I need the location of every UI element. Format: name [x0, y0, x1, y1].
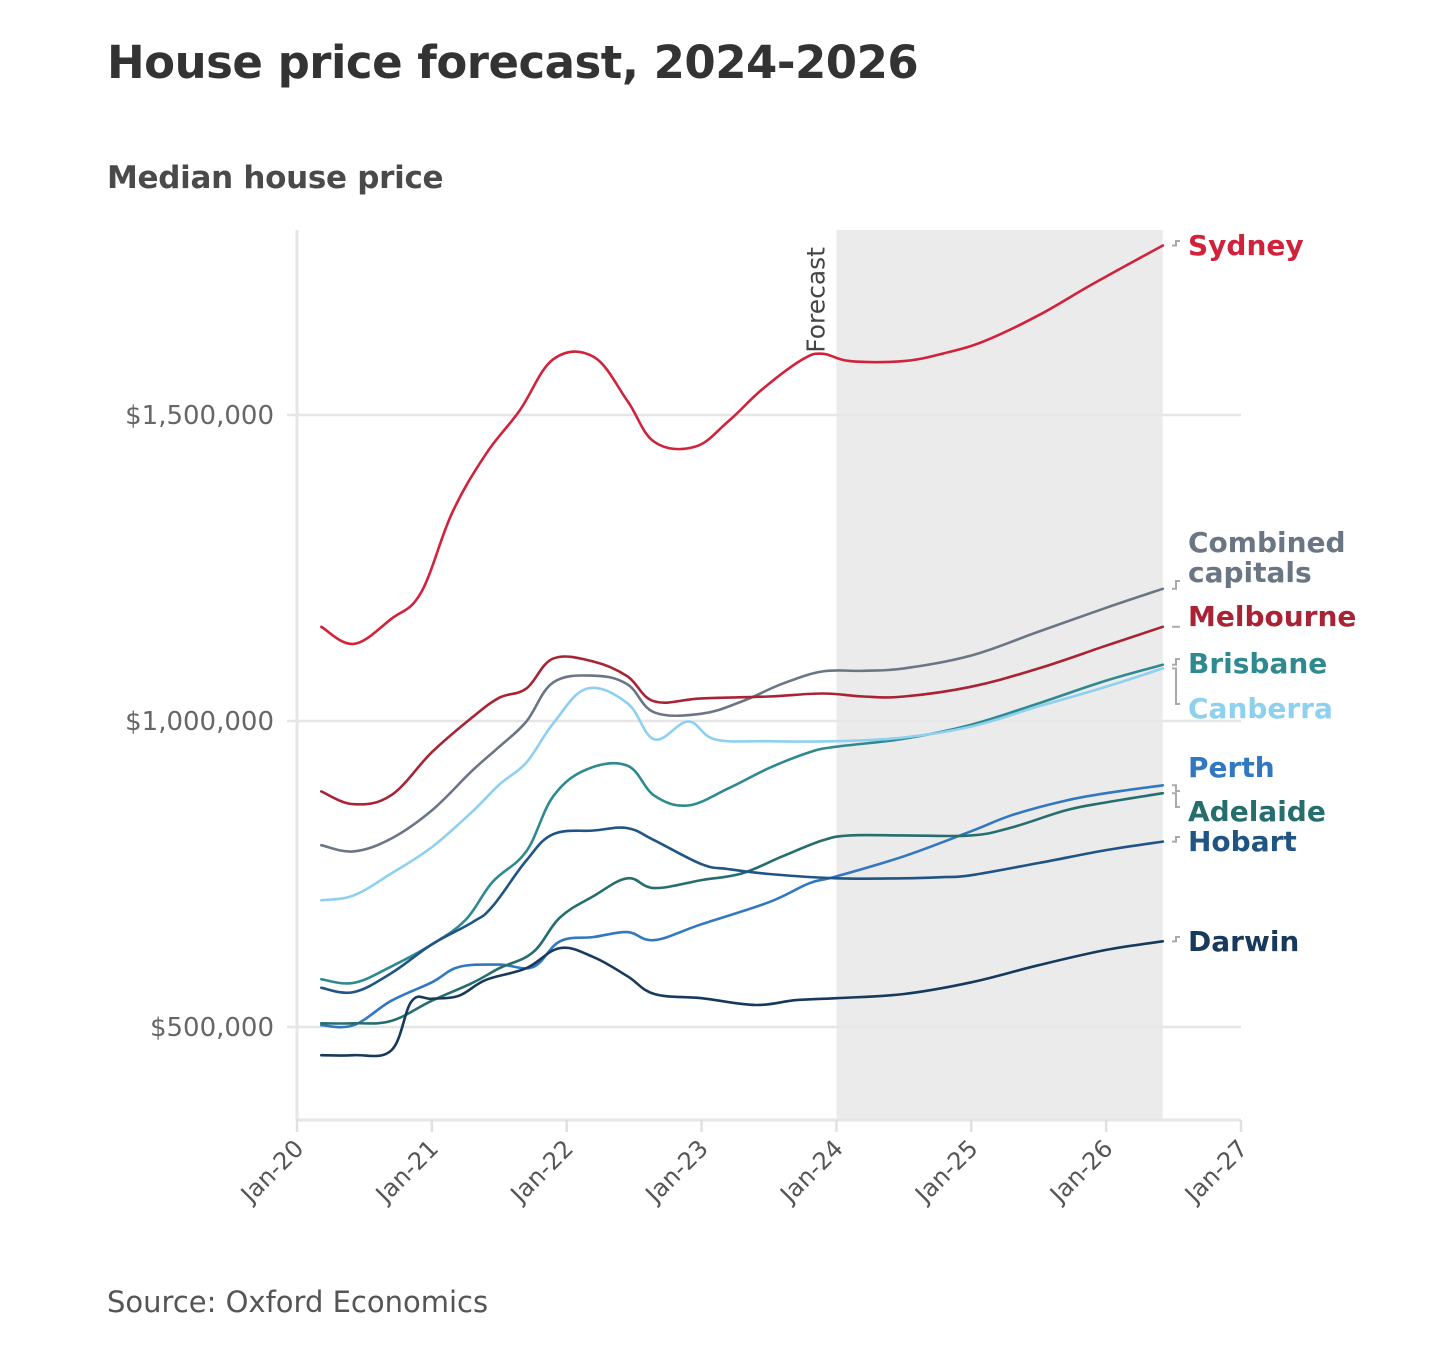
- forecast-shaded-region: [836, 230, 1163, 1120]
- series-label-combined-capitals: capitals: [1188, 556, 1312, 589]
- series-label-perth: Perth: [1188, 751, 1275, 784]
- series-line-perth: [320, 784, 1165, 1029]
- x-tick-label: Jan-22: [504, 1134, 579, 1209]
- label-connector: [1172, 784, 1180, 792]
- grid-layer: [287, 413, 1241, 1029]
- x-tick-label: Jan-20: [234, 1134, 309, 1209]
- x-tick-label: Jan-25: [908, 1134, 983, 1209]
- chart-title: House price forecast, 2024-2026: [107, 36, 919, 89]
- series-label-sydney: Sydney: [1188, 229, 1304, 262]
- x-tick-label: Jan-27: [1178, 1134, 1253, 1209]
- y-tick-label: $1,000,000: [125, 707, 274, 737]
- label-connector: [1172, 836, 1180, 843]
- series-label-brisbane: Brisbane: [1188, 647, 1327, 680]
- source-note: Source: Oxford Economics: [107, 1285, 489, 1319]
- series-line-darwin: [320, 940, 1165, 1058]
- series-line-combined-capitals: [320, 587, 1165, 853]
- chart-subtitle: Median house price: [107, 160, 444, 196]
- x-tick-label: Jan-23: [639, 1134, 714, 1209]
- series-line-hobart: [320, 826, 1165, 995]
- label-connector: [1172, 580, 1180, 590]
- label-connector: [1172, 667, 1180, 705]
- forecast-region-layer: Forecast: [801, 230, 1163, 1120]
- x-tick-label: Jan-21: [369, 1134, 444, 1209]
- series-label-darwin: Darwin: [1188, 925, 1299, 958]
- label-connector: [1172, 792, 1180, 808]
- series-label-adelaide: Adelaide: [1188, 795, 1326, 828]
- x-tick-label: Jan-26: [1043, 1134, 1118, 1209]
- label-connector: [1172, 936, 1180, 943]
- series-line-canberra: [320, 667, 1165, 902]
- label-connector: [1172, 240, 1180, 247]
- series-label-combined-capitals: Combined: [1188, 526, 1346, 559]
- forecast-label: Forecast: [801, 247, 830, 353]
- x-tick-label: Jan-24: [774, 1134, 849, 1209]
- series-line-melbourne: [320, 625, 1165, 806]
- label-connector: [1172, 658, 1180, 666]
- series-layer: [320, 244, 1165, 1058]
- series-label-melbourne: Melbourne: [1188, 600, 1356, 633]
- series-line-adelaide: [320, 791, 1165, 1025]
- y-tick-label: $1,500,000: [125, 401, 274, 431]
- series-label-hobart: Hobart: [1188, 825, 1297, 858]
- y-tick-label: $500,000: [150, 1013, 274, 1043]
- series-line-sydney: [320, 244, 1165, 646]
- series-label-canberra: Canberra: [1188, 692, 1333, 725]
